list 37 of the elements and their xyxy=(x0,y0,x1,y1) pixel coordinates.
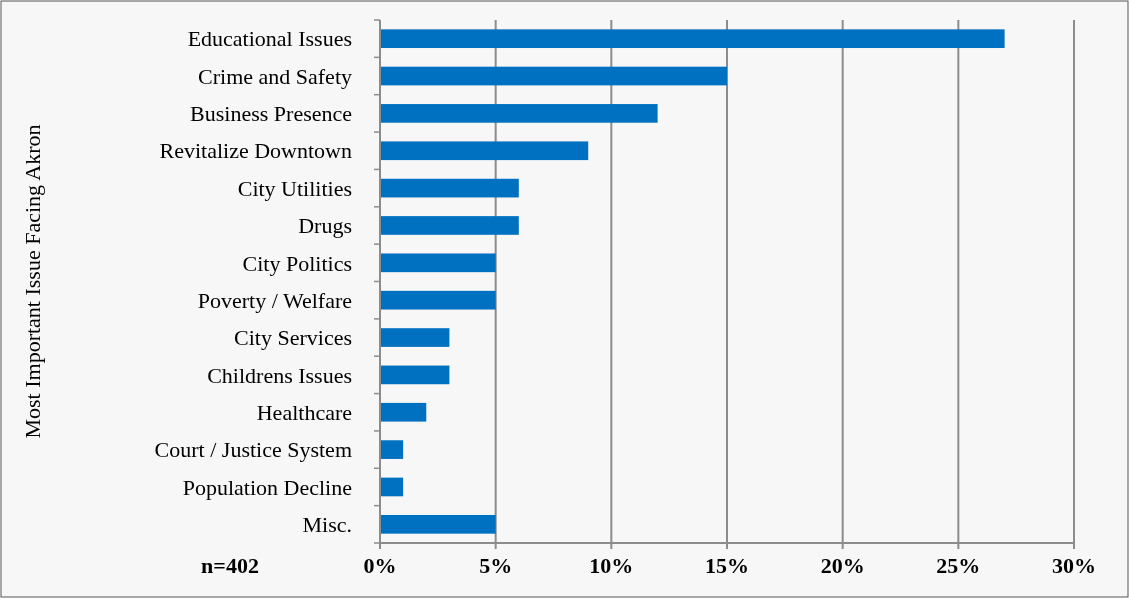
bar xyxy=(380,477,404,497)
y-tick-label: Crime and Safety xyxy=(198,63,352,89)
x-tick-label: 5% xyxy=(479,553,513,578)
x-tick-label: 30% xyxy=(1052,553,1096,578)
bar xyxy=(380,104,658,123)
bar xyxy=(380,290,496,310)
y-tick-label: Business Presence xyxy=(190,101,352,127)
bar xyxy=(380,514,496,534)
y-tick-label: City Utilities xyxy=(237,175,352,201)
bar xyxy=(380,365,450,385)
bar xyxy=(380,178,519,198)
x-tick-label: 15% xyxy=(705,553,749,578)
bar xyxy=(380,29,1005,49)
x-tick-label: 0% xyxy=(363,553,397,578)
y-tick-label: Misc. xyxy=(302,512,352,538)
bar xyxy=(380,402,427,422)
bar xyxy=(380,216,519,235)
y-tick-label: Court / Justice System xyxy=(154,437,352,463)
y-tick-label: Poverty / Welfare xyxy=(197,287,352,313)
y-tick-label: Childrens Issues xyxy=(207,362,352,388)
x-tick-label: 20% xyxy=(820,553,865,578)
bar xyxy=(380,440,404,459)
y-tick-label: City Services xyxy=(234,325,352,351)
y-tick-label: Educational Issues xyxy=(187,26,352,52)
bar xyxy=(380,141,589,161)
y-tick-label: Drugs xyxy=(298,213,352,239)
y-tick-label: Healthcare xyxy=(256,399,352,425)
bar xyxy=(380,328,450,347)
y-tick-label: City Politics xyxy=(242,250,352,276)
y-axis-title: Most Important Issue Facing Akron xyxy=(20,124,45,439)
bar xyxy=(380,253,496,273)
text: n=402 xyxy=(201,553,259,578)
x-tick-label: 25% xyxy=(936,553,981,578)
y-tick-label: Population Decline xyxy=(182,474,352,500)
bar xyxy=(380,66,727,86)
x-tick-label: 10% xyxy=(589,553,634,578)
y-tick-label: Revitalize Downtown xyxy=(159,138,352,164)
